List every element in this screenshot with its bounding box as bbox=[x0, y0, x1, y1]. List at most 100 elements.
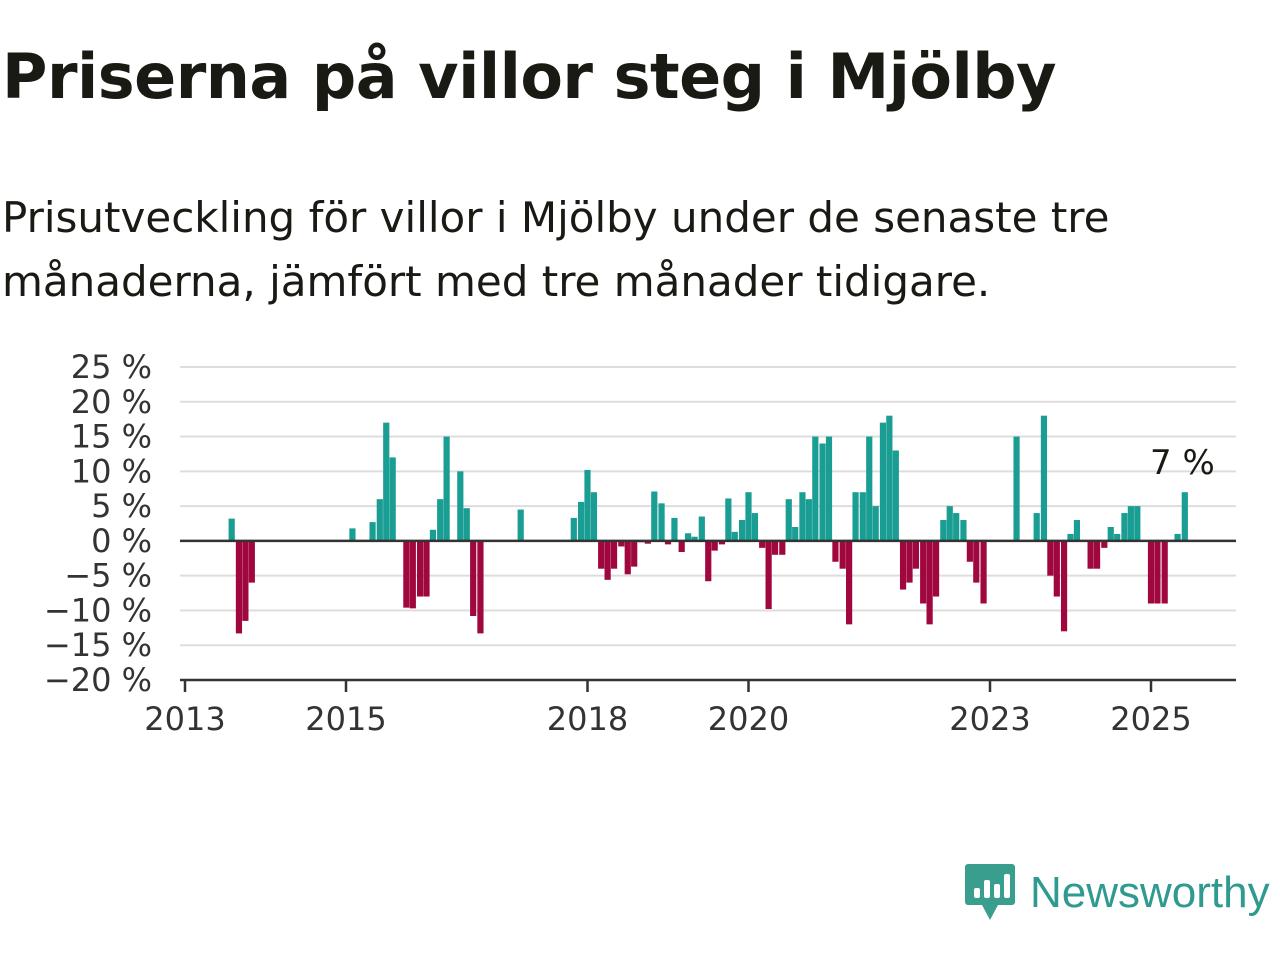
bar bbox=[658, 503, 665, 541]
x-tick-label: 2020 bbox=[708, 700, 789, 738]
bar bbox=[953, 513, 960, 541]
bar bbox=[912, 540, 920, 569]
bar bbox=[228, 518, 235, 541]
bar bbox=[892, 450, 899, 541]
bar bbox=[1013, 436, 1020, 541]
bar bbox=[584, 469, 591, 541]
bar bbox=[920, 540, 927, 604]
bar bbox=[457, 471, 464, 541]
bar bbox=[691, 536, 698, 541]
y-tick-label: 25 % bbox=[71, 348, 152, 386]
bar bbox=[932, 540, 940, 597]
bar bbox=[1073, 520, 1081, 541]
bar bbox=[1053, 540, 1060, 597]
y-tick-label: 10 % bbox=[71, 452, 152, 490]
bar bbox=[463, 508, 470, 541]
bar bbox=[731, 531, 738, 541]
bar bbox=[906, 540, 913, 583]
bar bbox=[771, 540, 779, 555]
bar bbox=[705, 540, 712, 582]
bar bbox=[517, 509, 524, 541]
bar bbox=[1087, 540, 1094, 569]
bar bbox=[443, 436, 450, 541]
x-tick-label: 2015 bbox=[305, 700, 386, 738]
bar bbox=[926, 540, 933, 625]
bar bbox=[751, 513, 759, 541]
bar bbox=[872, 506, 879, 541]
bar bbox=[792, 526, 799, 541]
bar bbox=[785, 499, 792, 541]
bar bbox=[1174, 533, 1181, 541]
bar bbox=[376, 499, 383, 541]
bar bbox=[973, 540, 980, 583]
bar bbox=[685, 533, 692, 541]
bar bbox=[879, 422, 887, 541]
y-tick-label: −5 % bbox=[64, 557, 152, 595]
x-tick-label: 2025 bbox=[1110, 700, 1191, 738]
bar bbox=[1127, 506, 1134, 541]
bars bbox=[228, 415, 1188, 634]
bar bbox=[1147, 540, 1155, 604]
y-tick-label: 15 % bbox=[71, 418, 152, 456]
gridlines bbox=[180, 366, 1236, 647]
bar bbox=[1047, 540, 1054, 576]
bar bbox=[423, 540, 430, 597]
bar bbox=[618, 540, 625, 547]
bar bbox=[1033, 513, 1040, 541]
bar bbox=[779, 540, 786, 555]
bar bbox=[725, 498, 732, 541]
bar bbox=[738, 520, 746, 541]
y-tick-label: −10 % bbox=[44, 591, 152, 629]
bar bbox=[416, 540, 424, 597]
bar bbox=[1107, 526, 1114, 541]
bar bbox=[765, 540, 772, 610]
chart-subtitle: Prisutveckling för villor i Mjölby under… bbox=[2, 193, 1110, 306]
bar bbox=[664, 540, 672, 545]
bar bbox=[389, 457, 396, 541]
bar bbox=[1067, 533, 1074, 541]
y-tick-label: 0 % bbox=[91, 522, 152, 560]
bar bbox=[859, 492, 866, 541]
bar bbox=[812, 436, 819, 541]
bar bbox=[799, 492, 806, 541]
bar bbox=[1060, 540, 1068, 632]
bar bbox=[1101, 540, 1108, 548]
bar bbox=[429, 529, 437, 541]
bar bbox=[711, 540, 718, 551]
bar bbox=[598, 540, 605, 569]
bar bbox=[1040, 415, 1048, 541]
bar bbox=[886, 415, 893, 541]
y-tick-label: −15 % bbox=[44, 626, 152, 664]
bar bbox=[1161, 540, 1168, 604]
bar bbox=[946, 506, 953, 541]
y-tick-label: 5 % bbox=[91, 487, 152, 525]
bar bbox=[624, 540, 631, 575]
bar bbox=[631, 540, 638, 567]
bar-chart: 25 %20 %15 %10 %5 %0 %−5 %−10 %−15 %−20 … bbox=[44, 348, 1236, 738]
chart-title: Priserna på villor steg i Mjölby bbox=[2, 40, 1057, 113]
bar bbox=[383, 422, 390, 541]
bar bbox=[235, 540, 243, 634]
bar bbox=[590, 492, 598, 541]
bar bbox=[1134, 506, 1141, 541]
bar bbox=[866, 436, 873, 541]
x-tick-label: 2018 bbox=[547, 700, 628, 738]
bar bbox=[242, 540, 249, 621]
latest-value-annotation: 7 % bbox=[1150, 443, 1215, 483]
bar bbox=[832, 540, 839, 562]
newsworthy-logo-icon bbox=[965, 864, 1015, 920]
bar bbox=[960, 520, 967, 541]
bar bbox=[1114, 533, 1121, 541]
bar bbox=[839, 540, 846, 569]
bar bbox=[369, 522, 376, 541]
bar bbox=[409, 540, 416, 609]
bar bbox=[940, 520, 947, 541]
bar bbox=[671, 517, 678, 541]
bar bbox=[852, 492, 859, 541]
bar bbox=[1121, 513, 1128, 541]
bar bbox=[745, 492, 752, 541]
bar bbox=[577, 501, 585, 541]
bar bbox=[248, 540, 255, 583]
bar bbox=[899, 540, 907, 590]
x-tick-label: 2023 bbox=[949, 700, 1030, 738]
